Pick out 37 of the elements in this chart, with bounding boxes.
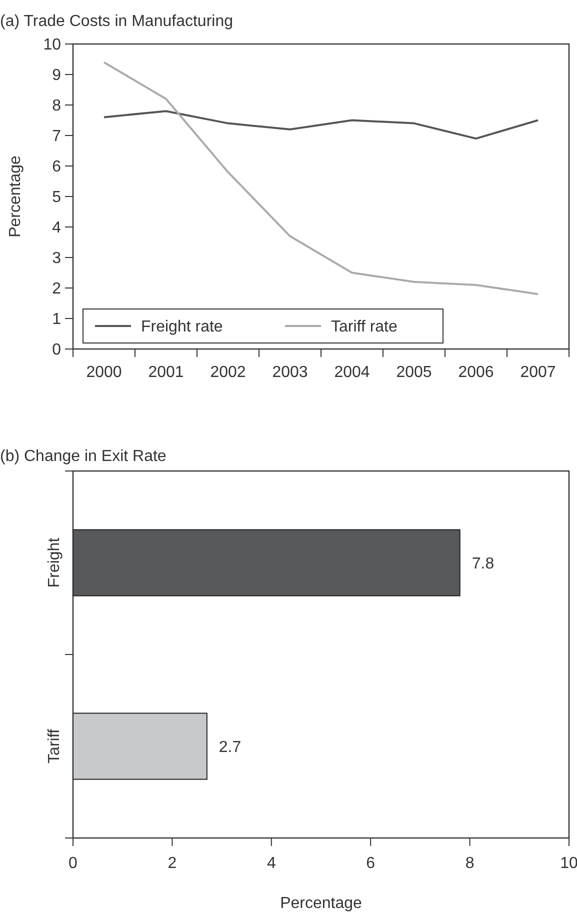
legend-label: Freight rate bbox=[141, 318, 223, 336]
y-tick-label: 9 bbox=[52, 67, 62, 84]
x-tick-label: 0 bbox=[68, 855, 78, 872]
line-series bbox=[103, 110, 539, 140]
y-tick-label: 2 bbox=[52, 280, 62, 298]
y-tick-label: 6 bbox=[52, 158, 62, 176]
chart-title: (a) Trade Costs in Manufacturing bbox=[0, 13, 233, 30]
y-tick-label: Tariff bbox=[46, 728, 63, 764]
y-tick-label: 0 bbox=[52, 342, 62, 359]
x-tick-label: 8 bbox=[465, 855, 474, 872]
y-tick-label: 1 bbox=[52, 311, 62, 328]
x-tick-label: 2003 bbox=[272, 364, 308, 381]
y-tick-label: 8 bbox=[52, 98, 62, 115]
x-tick-label: 6 bbox=[366, 855, 376, 872]
x-tick-label: 2004 bbox=[334, 364, 370, 381]
y-tick-label: 10 bbox=[43, 36, 62, 54]
x-tick-label: 2000 bbox=[86, 364, 122, 381]
x-tick-label: 2007 bbox=[520, 364, 556, 381]
y-tick-label: Freight bbox=[46, 537, 63, 588]
y-tick-label: 7 bbox=[52, 128, 62, 146]
data-label: 2.7 bbox=[218, 738, 242, 756]
chart-title: (b) Change in Exit Rate bbox=[0, 448, 166, 465]
line-series bbox=[103, 61, 539, 296]
x-tick-label: 2002 bbox=[210, 364, 246, 381]
y-tick-label: 3 bbox=[52, 250, 62, 268]
y-axis-title: Percentage bbox=[7, 155, 24, 238]
data-label: 7.8 bbox=[472, 555, 494, 572]
x-tick-label: 4 bbox=[266, 855, 276, 872]
x-tick-label: 2006 bbox=[458, 364, 494, 381]
x-tick-label: 10 bbox=[560, 855, 577, 872]
y-tick-label: 5 bbox=[52, 189, 62, 206]
x-tick-label: 2001 bbox=[148, 364, 184, 381]
y-tick-label: 4 bbox=[52, 220, 62, 237]
x-axis-title: Percentage bbox=[280, 895, 362, 912]
x-tick-label: 2005 bbox=[396, 364, 432, 381]
legend-label: Tariff rate bbox=[331, 318, 398, 336]
x-tick-label: 2 bbox=[168, 855, 177, 872]
